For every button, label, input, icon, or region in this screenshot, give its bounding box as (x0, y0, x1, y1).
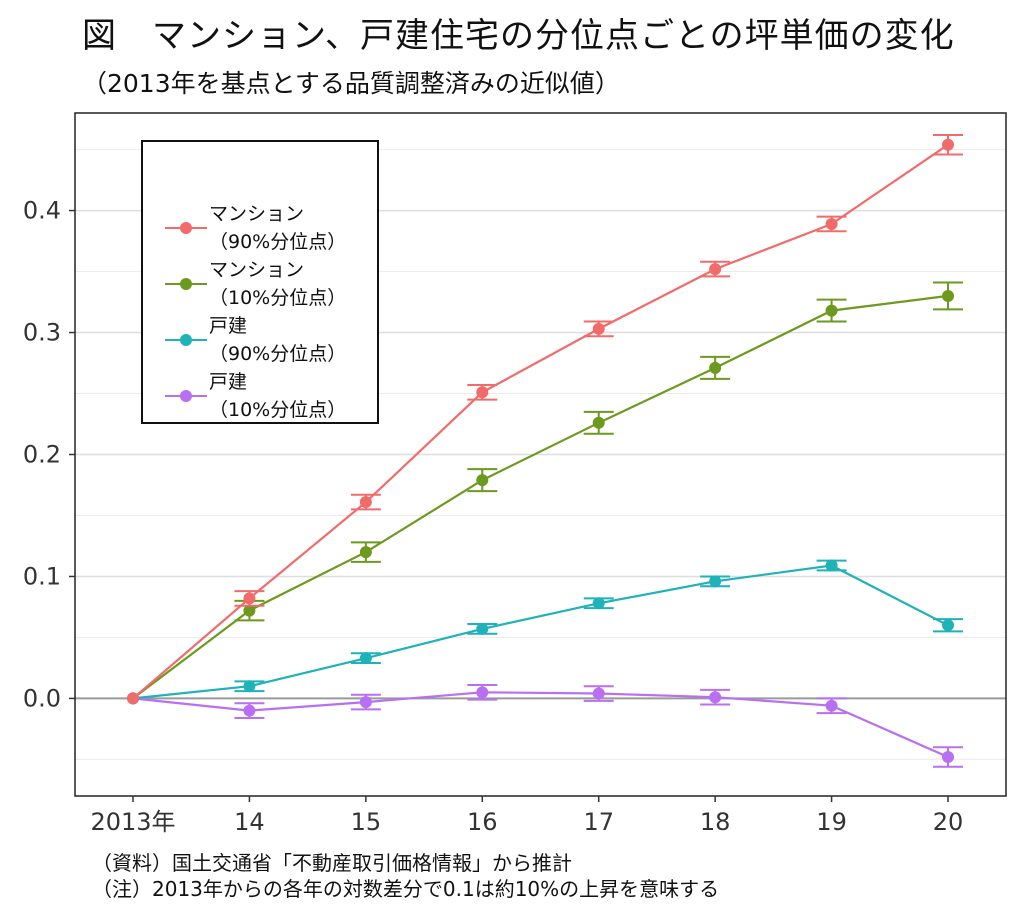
data-point (592, 322, 605, 335)
data-point (476, 386, 489, 399)
legend-label: 戸建 （90%分位点） (209, 315, 347, 365)
data-point (476, 474, 489, 487)
data-point (942, 750, 955, 763)
series (127, 281, 964, 705)
legend-key (165, 222, 207, 234)
data-point (476, 686, 489, 699)
data-point (243, 592, 256, 605)
data-point (359, 546, 372, 559)
data-point (709, 691, 722, 704)
data-point (709, 263, 722, 276)
y-tick-label: 0.2 (23, 441, 61, 469)
x-tick-label: 19 (816, 808, 847, 836)
series (127, 133, 964, 705)
x-tick-label: 20 (933, 808, 964, 836)
source-note: （資料）国土交通省「不動産取引価格情報」から推計 (92, 851, 572, 875)
data-point (825, 217, 838, 230)
legend-key (165, 390, 207, 402)
legend-key (165, 278, 207, 290)
y-tick-label: 0.4 (23, 197, 61, 225)
x-tick-label: 15 (351, 808, 382, 836)
data-point (592, 597, 605, 610)
legend-label: 戸建 （10%分位点） (209, 371, 347, 421)
data-point (243, 604, 256, 617)
explanation-note: （注）2013年からの各年の対数差分で0.1は約10%の上昇を意味する (92, 877, 720, 901)
data-point (127, 692, 139, 705)
legend: マンション （90%分位点） マンション （10%分位点） 戸建 （90%分位点… (141, 140, 379, 424)
y-axis: 0.0 0.1 0.2 0.3 0.4 (23, 197, 75, 712)
data-point (592, 416, 605, 429)
data-point (592, 687, 605, 700)
data-point (942, 619, 955, 632)
data-point (942, 289, 955, 302)
footnotes: （資料）国土交通省「不動産取引価格情報」から推計 （注）2013年からの各年の対… (92, 850, 719, 902)
data-point (709, 575, 722, 588)
legend-item-mansion-90: マンション （90%分位点） (161, 200, 376, 256)
series-group (127, 133, 964, 768)
data-point (825, 304, 838, 317)
chart-title: 図 マンション、戸建住宅の分位点ごとの坪単価の変化 (82, 16, 955, 56)
y-tick-label: 0.1 (23, 562, 61, 590)
data-point (359, 652, 372, 665)
x-tick-label: 2013年 (90, 808, 175, 836)
x-axis: 2013年 14 15 16 17 18 19 20 (90, 796, 963, 836)
data-point (359, 496, 372, 509)
data-point (359, 696, 372, 709)
data-point (825, 699, 838, 712)
data-point (476, 622, 489, 635)
data-point (243, 704, 256, 717)
x-tick-label: 16 (467, 808, 498, 836)
y-tick-label: 0.0 (23, 684, 61, 712)
y-tick-label: 0.3 (23, 319, 61, 347)
legend-item-house-90: 戸建 （90%分位点） (161, 312, 376, 368)
series-line (132, 143, 949, 700)
data-point (825, 559, 838, 572)
series (127, 684, 964, 768)
series-line (132, 691, 949, 759)
legend-key (165, 334, 207, 346)
chart-subtitle: （2013年を基点とする品質調整済みの近似値） (82, 69, 620, 98)
series (127, 559, 964, 705)
data-point (942, 138, 955, 151)
legend-item-house-10: 戸建 （10%分位点） (161, 368, 376, 424)
legend-dot (180, 278, 192, 290)
series-line (132, 564, 949, 700)
data-point (709, 361, 722, 374)
legend-dot (180, 390, 192, 402)
legend-label: マンション （90%分位点） (209, 203, 347, 253)
x-tick-label: 17 (583, 808, 614, 836)
series-line (132, 294, 949, 700)
legend-dot (180, 222, 192, 234)
legend-item-mansion-10: マンション （10%分位点） (161, 256, 376, 312)
data-point (243, 680, 256, 693)
x-tick-label: 18 (700, 808, 731, 836)
x-tick-label: 14 (234, 808, 265, 836)
legend-label: マンション （10%分位点） (209, 259, 347, 309)
legend-dot (180, 334, 192, 346)
